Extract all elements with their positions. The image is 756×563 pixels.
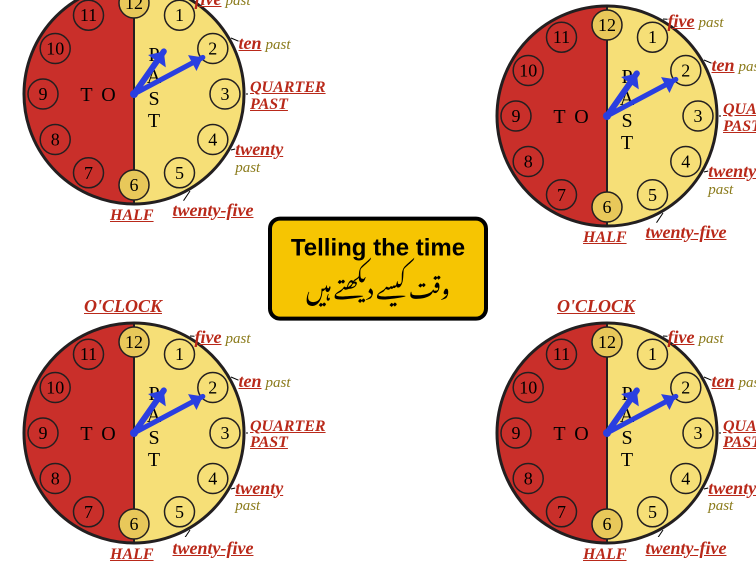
svg-text:8: 8	[524, 152, 533, 172]
svg-text:9: 9	[512, 423, 521, 443]
svg-text:S: S	[621, 427, 632, 449]
svg-text:11: 11	[553, 344, 570, 364]
label-quarter-past: QUARTERPAST	[723, 419, 756, 453]
svg-text:5: 5	[648, 501, 657, 521]
label-twenty-five: twenty-five	[646, 223, 727, 243]
svg-text:11: 11	[80, 344, 97, 364]
title-urdu: وقت کیسے دیکھتے ہیں	[282, 268, 474, 303]
svg-text:8: 8	[51, 130, 60, 150]
label-ten-past: ten past	[712, 56, 756, 76]
label-twenty-past: twentypast	[235, 140, 283, 177]
label-twenty-five: twenty-five	[173, 201, 254, 221]
clock-diagram: T OPAST121234567891011	[493, 319, 721, 547]
svg-text:T: T	[148, 449, 160, 471]
svg-text:T O: T O	[553, 423, 590, 445]
clock-diagram: T OPAST121234567891011	[20, 0, 248, 208]
svg-text:2: 2	[208, 377, 217, 397]
svg-text:5: 5	[175, 163, 184, 183]
label-five-past: five past	[195, 0, 251, 9]
svg-text:2: 2	[208, 39, 217, 59]
svg-text:9: 9	[512, 106, 521, 126]
svg-text:12: 12	[598, 332, 616, 352]
svg-text:T: T	[621, 449, 633, 471]
svg-text:12: 12	[598, 15, 616, 35]
svg-text:1: 1	[175, 5, 184, 25]
label-ten-past: ten past	[239, 372, 291, 392]
svg-text:12: 12	[125, 332, 143, 352]
clock-diagram: T OPAST121234567891011	[20, 319, 248, 547]
svg-text:7: 7	[557, 185, 566, 205]
svg-text:6: 6	[603, 514, 612, 534]
svg-text:4: 4	[681, 468, 690, 488]
svg-text:6: 6	[130, 175, 139, 195]
svg-text:3: 3	[221, 84, 230, 104]
svg-text:T O: T O	[553, 106, 590, 128]
svg-text:6: 6	[603, 197, 612, 217]
svg-text:3: 3	[221, 423, 230, 443]
label-half: HALF	[110, 547, 154, 563]
svg-text:9: 9	[39, 84, 48, 104]
svg-text:T: T	[148, 110, 160, 132]
svg-text:S: S	[621, 110, 632, 132]
svg-text:12: 12	[125, 0, 143, 13]
svg-text:S: S	[148, 88, 159, 110]
svg-text:10: 10	[519, 377, 537, 397]
label-quarter-past: QUARTERPAST	[250, 80, 326, 114]
svg-text:10: 10	[519, 61, 537, 81]
label-quarter-past: QUARTERPAST	[723, 102, 756, 136]
svg-text:4: 4	[208, 468, 217, 488]
label-oclock: O'CLOCK	[84, 297, 162, 317]
label-twenty-five: twenty-five	[646, 539, 727, 559]
label-twenty-five: twenty-five	[173, 539, 254, 559]
svg-text:5: 5	[648, 185, 657, 205]
svg-text:7: 7	[84, 163, 93, 183]
svg-text:11: 11	[80, 5, 97, 25]
svg-text:10: 10	[46, 377, 64, 397]
label-half: HALF	[583, 547, 627, 563]
svg-text:8: 8	[51, 468, 60, 488]
svg-text:2: 2	[681, 61, 690, 81]
label-five-past: five past	[195, 328, 251, 348]
clock-diagram: T OPAST121234567891011	[493, 2, 721, 230]
label-half: HALF	[583, 230, 627, 247]
svg-text:1: 1	[175, 344, 184, 364]
label-ten-past: ten past	[712, 372, 756, 392]
label-oclock: O'CLOCK	[557, 297, 635, 317]
label-ten-past: ten past	[239, 34, 291, 54]
label-twenty-past: twentypast	[708, 162, 756, 199]
svg-text:7: 7	[84, 501, 93, 521]
svg-text:4: 4	[681, 152, 690, 172]
svg-text:S: S	[148, 427, 159, 449]
svg-text:3: 3	[694, 106, 703, 126]
svg-text:8: 8	[524, 468, 533, 488]
svg-text:1: 1	[648, 27, 657, 47]
svg-text:4: 4	[208, 130, 217, 150]
svg-text:9: 9	[39, 423, 48, 443]
label-twenty-past: twentypast	[708, 479, 756, 516]
svg-text:1: 1	[648, 344, 657, 364]
svg-text:3: 3	[694, 423, 703, 443]
svg-text:2: 2	[681, 377, 690, 397]
title-box: Telling the time وقت کیسے دیکھتے ہیں	[268, 216, 488, 321]
svg-text:6: 6	[130, 514, 139, 534]
label-twenty-past: twentypast	[235, 479, 283, 516]
svg-text:10: 10	[46, 39, 64, 59]
svg-text:T O: T O	[80, 84, 117, 106]
label-five-past: five past	[668, 12, 724, 32]
svg-text:T: T	[621, 132, 633, 154]
svg-text:5: 5	[175, 501, 184, 521]
label-five-past: five past	[668, 328, 724, 348]
svg-text:7: 7	[557, 501, 566, 521]
svg-text:T O: T O	[80, 423, 117, 445]
label-quarter-past: QUARTERPAST	[250, 419, 326, 453]
svg-text:11: 11	[553, 27, 570, 47]
label-half: HALF	[110, 208, 154, 225]
